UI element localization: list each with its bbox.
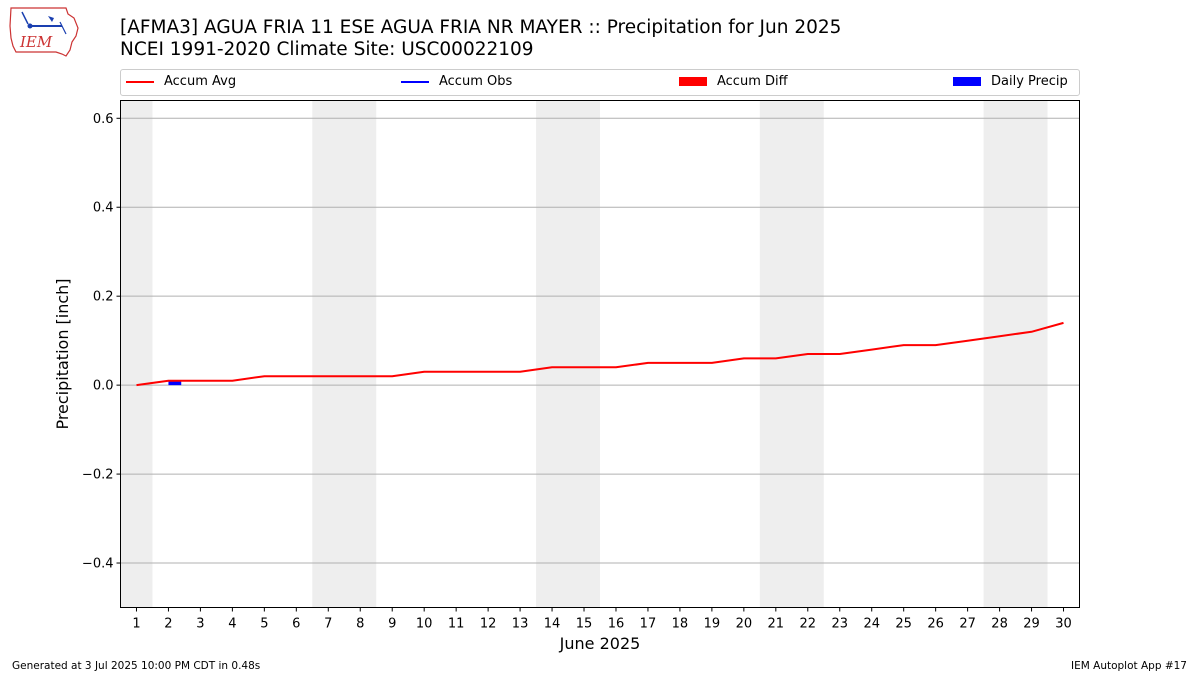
x-tick-label: 2 [164,617,172,632]
footer-generated: Generated at 3 Jul 2025 10:00 PM CDT in … [12,660,261,672]
x-tick-label: 13 [512,617,529,632]
x-tick-label: 29 [1023,617,1040,632]
legend: Accum Avg Accum Obs Accum Diff Daily Pre… [120,69,1080,96]
x-tick-label: 7 [324,617,332,632]
accum-avg-line [136,321,1064,387]
x-tick-label: 1 [132,617,140,632]
legend-label-accum-avg: Accum Avg [164,74,237,89]
legend-label-accum-obs: Accum Obs [439,74,513,89]
x-axis-label: June 2025 [559,634,641,653]
x-tick-label: 11 [448,617,465,632]
x-tick-label: 26 [927,617,944,632]
y-tick-label: 0.6 [93,112,114,127]
weekend-band-1 [120,100,153,608]
legend-item-accum-avg: Accum Avg [126,74,236,89]
y-tick-label: 0.0 [93,379,114,394]
footer-app: IEM Autoplot App #17 [1071,660,1187,672]
x-tick-label: 19 [704,617,721,632]
x-tick-label: 23 [831,617,848,632]
legend-item-accum-diff: Accum Diff [679,74,788,89]
chart-title-block: [AFMA3] AGUA FRIA 11 ESE AGUA FRIA NR MA… [120,17,841,61]
x-tick-label: 16 [608,617,625,632]
weekend-band-2 [312,100,377,608]
y-tick-label: 0.4 [93,201,114,216]
x-tick-label: 28 [991,617,1008,632]
legend-item-daily-precip: Daily Precip [953,74,1068,89]
x-tick-label: 24 [863,617,880,632]
chart-subtitle: NCEI 1991-2020 Climate Site: USC00022109 [120,39,534,60]
plot-frame [120,100,1080,608]
iem-logo-icon: IEM [9,7,79,57]
x-tick-label: 15 [576,617,593,632]
x-tick-label: 10 [416,617,433,632]
legend-swatch-accum-diff [679,77,707,86]
legend-label-accum-diff: Accum Diff [717,74,788,89]
x-tick-label: 20 [736,617,753,632]
x-tick-label: 9 [388,617,396,632]
legend-label-daily-precip: Daily Precip [991,74,1068,89]
legend-item-accum-obs: Accum Obs [401,74,512,89]
x-tick-label: 21 [768,617,785,632]
x-tick-label: 5 [260,617,268,632]
y-tick-label: −0.2 [82,468,114,483]
weekend-band-3 [536,100,600,608]
x-tick-label: 18 [672,617,689,632]
x-tick-label: 30 [1055,617,1072,632]
y-tick-label: −0.4 [82,557,114,572]
x-tick-label: 22 [800,617,817,632]
x-tick-label: 6 [292,617,300,632]
y-axis-label: Precipitation [inch] [53,278,72,429]
legend-swatch-accum-obs [401,80,429,83]
weekend-band-5 [983,100,1048,608]
x-tick-label: 14 [544,617,561,632]
x-tick-label: 8 [356,617,364,632]
x-tick-label: 12 [480,617,497,632]
x-tick-label: 25 [895,617,912,632]
x-tick-label: 17 [640,617,657,632]
chart-title: [AFMA3] AGUA FRIA 11 ESE AGUA FRIA NR MA… [120,17,842,38]
x-tick-label: 27 [959,617,976,632]
y-tick-label: 0.2 [93,290,114,305]
logo-text: IEM [19,33,53,51]
legend-swatch-daily-precip [953,77,981,86]
x-tick-label: 3 [196,617,204,632]
x-tick-label: 4 [228,617,236,632]
legend-swatch-accum-avg [126,80,154,83]
daily-precip-bar [168,380,182,386]
